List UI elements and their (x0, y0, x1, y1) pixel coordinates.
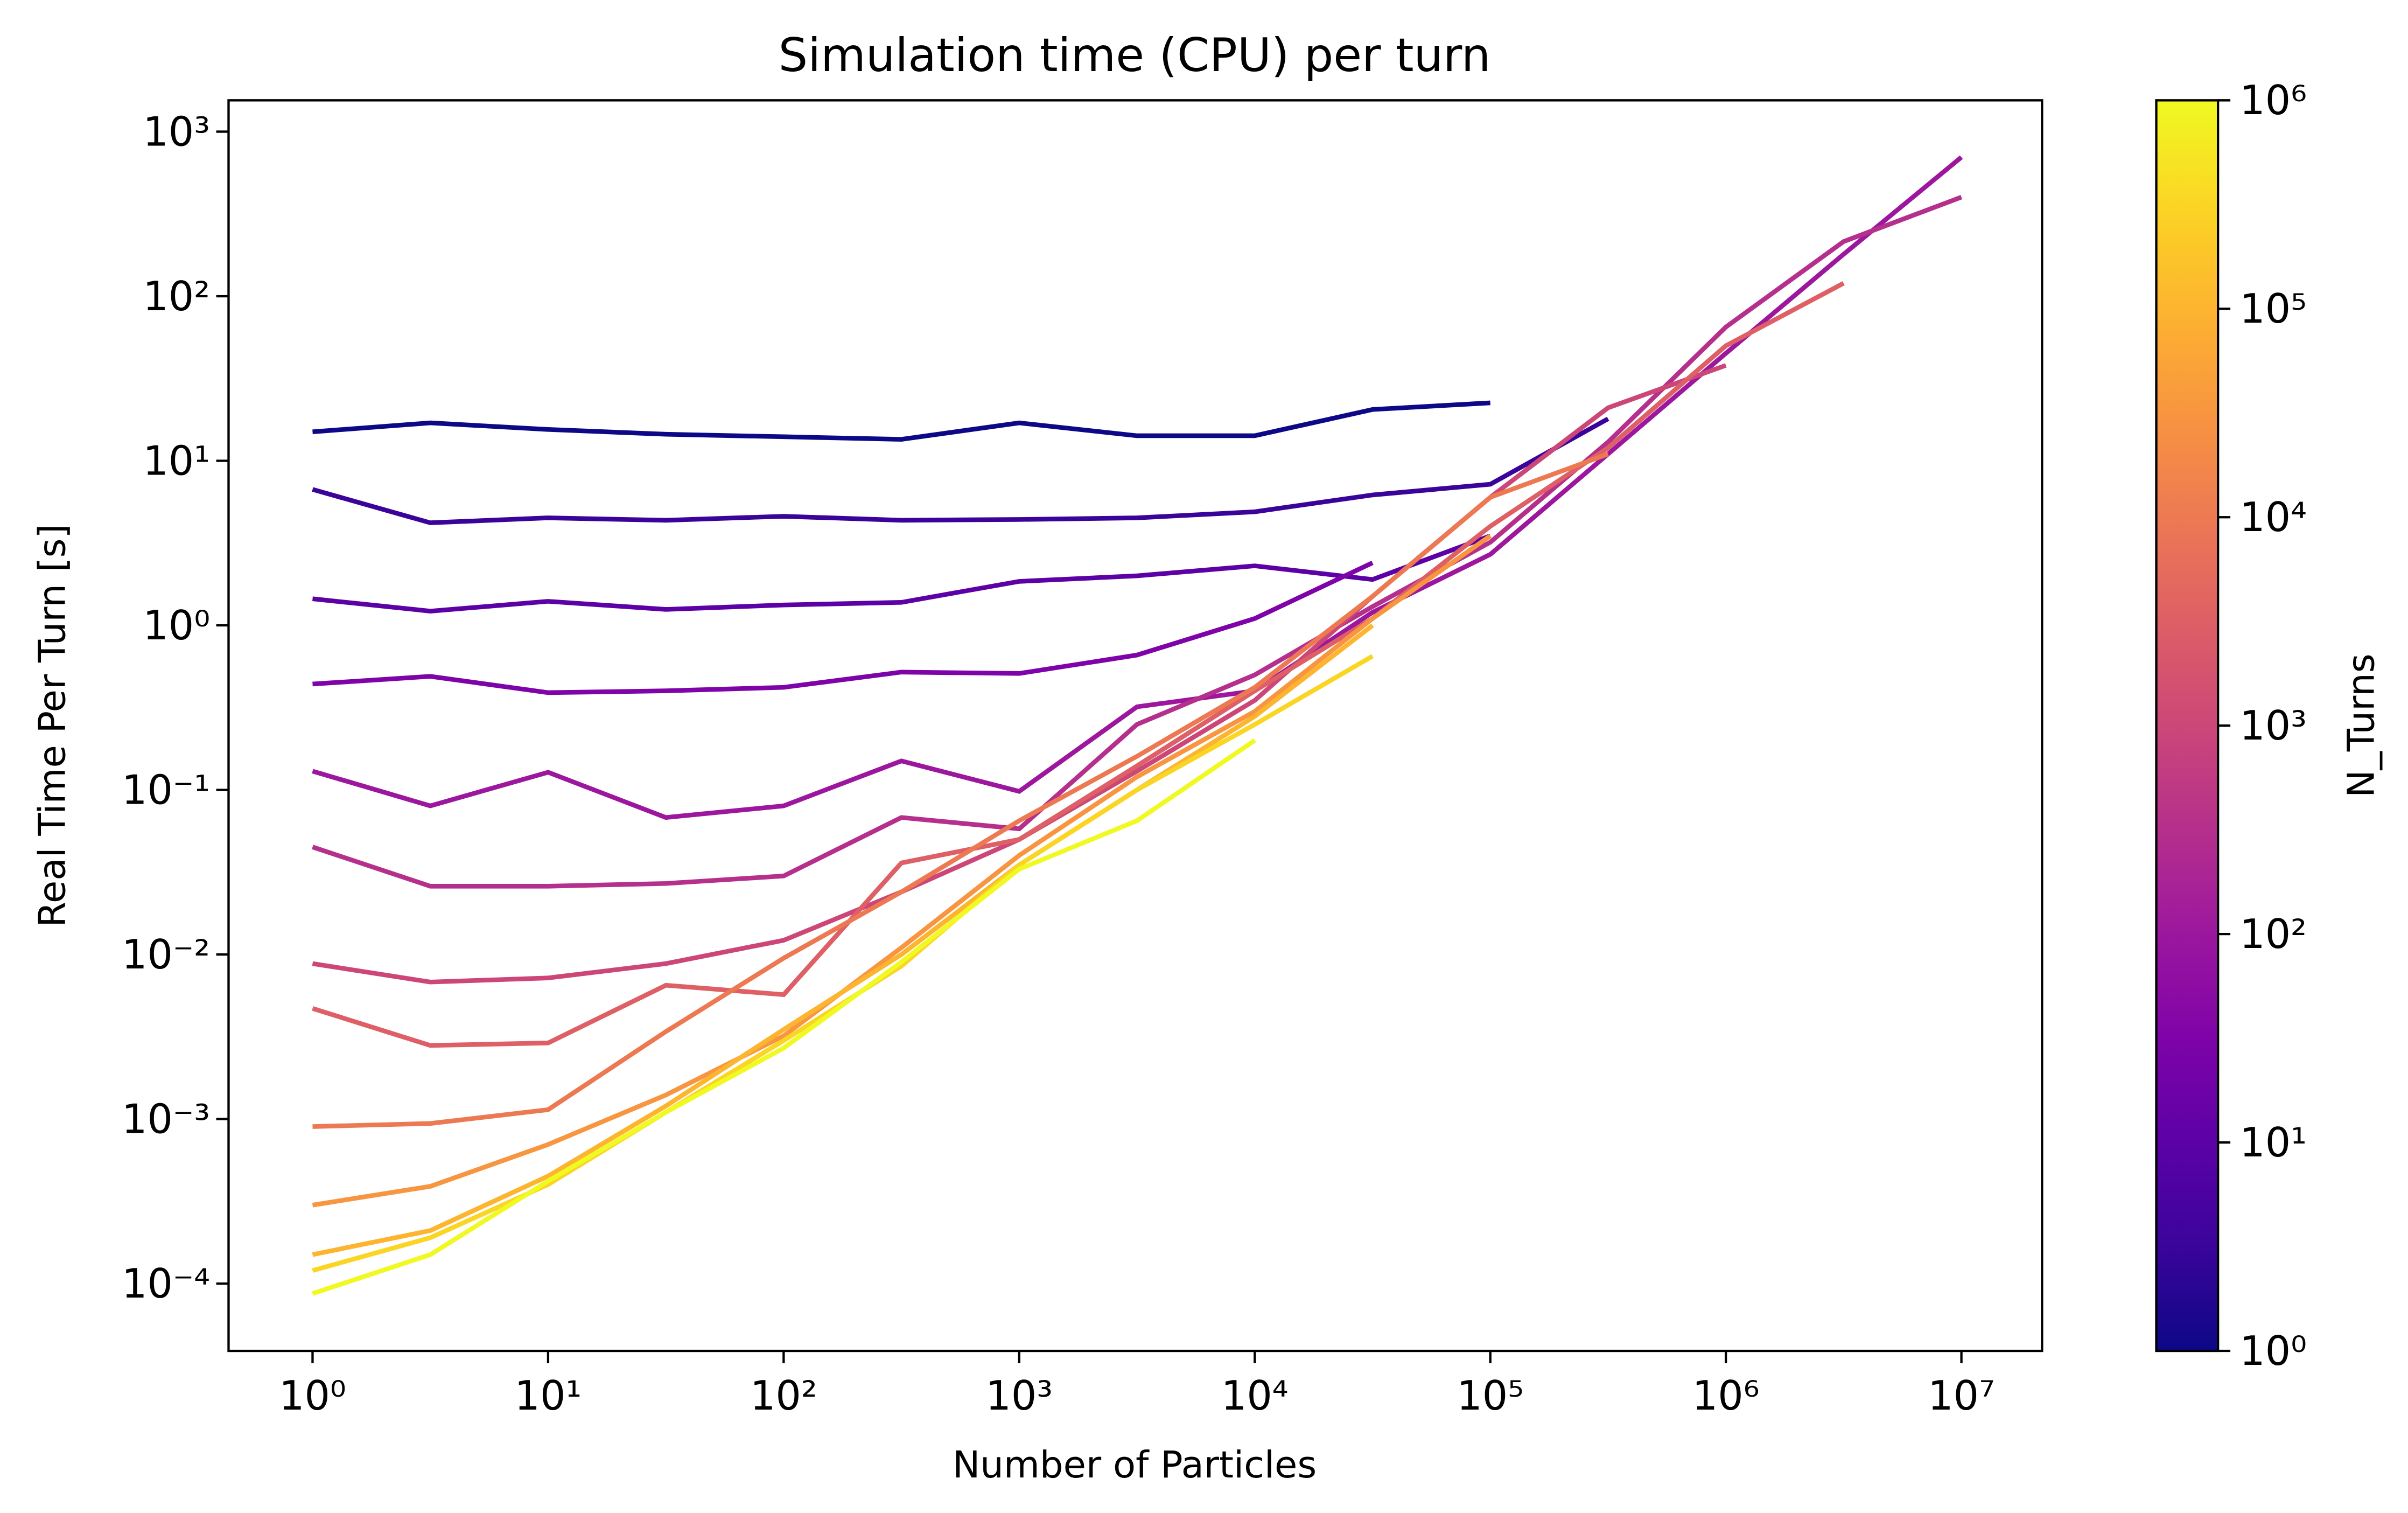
y-tick-label: 10⁻¹ (122, 766, 210, 813)
x-axis-label: Number of Particles (953, 1444, 1317, 1487)
colorbar-tick-label: 10⁶ (2239, 77, 2307, 124)
series-line (312, 623, 1374, 1257)
series-line (312, 416, 1609, 525)
y-tick-label: 10⁻² (122, 931, 210, 978)
y-axis-label: Real Time Per Turn [s] (31, 524, 74, 928)
chart-title: Simulation time (CPU) per turn (779, 29, 1491, 82)
series-line (312, 533, 1492, 613)
series-line (312, 155, 1963, 820)
x-tick-label: 10⁴ (1221, 1372, 1289, 1419)
colorbar-tick-label: 10⁴ (2239, 494, 2307, 541)
colorbar-tick-label: 10² (2239, 911, 2307, 958)
x-tick-label: 10¹ (515, 1372, 582, 1419)
series-line (312, 451, 1609, 1129)
plot-frame (227, 99, 2043, 1352)
series-line (312, 654, 1374, 1273)
x-tick-label: 10² (750, 1372, 817, 1419)
colorbar (2155, 99, 2220, 1352)
x-tick-label: 10³ (985, 1372, 1053, 1419)
x-tick-label: 10⁶ (1692, 1372, 1760, 1419)
series-line (312, 534, 1492, 1208)
series-line (312, 195, 1963, 889)
y-tick-label: 10⁻⁴ (122, 1260, 210, 1307)
x-tick-label: 10⁷ (1928, 1372, 1995, 1419)
colorbar-tick-label: 10⁵ (2239, 285, 2307, 332)
x-tick-label: 10⁰ (279, 1372, 346, 1419)
colorbar-label: N_Turns (2340, 653, 2383, 798)
y-tick-label: 10³ (143, 108, 210, 155)
y-tick-label: 10⁻³ (122, 1096, 210, 1142)
series-line (312, 400, 1490, 442)
y-tick-label: 10¹ (143, 437, 210, 484)
series-line (312, 738, 1256, 1296)
colorbar-tick-label: 10³ (2239, 702, 2307, 749)
x-tick-label: 10⁵ (1457, 1372, 1524, 1419)
series-line (312, 560, 1374, 695)
colorbar-tick-label: 10¹ (2239, 1119, 2307, 1166)
colorbar-tick-label: 10⁰ (2239, 1328, 2307, 1375)
y-tick-label: 10⁰ (143, 602, 210, 649)
y-tick-label: 10² (143, 273, 210, 320)
